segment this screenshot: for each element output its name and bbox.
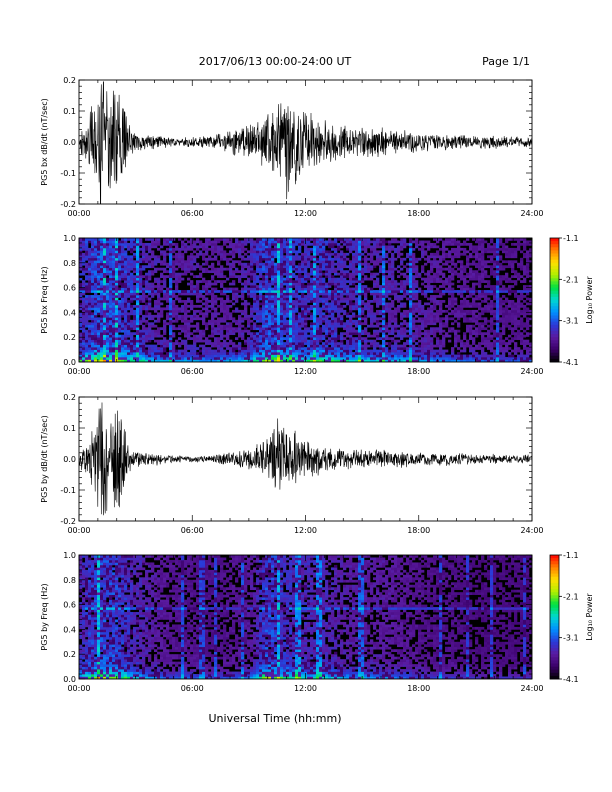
y-tick-label: 0.0 bbox=[63, 675, 76, 684]
y-tick-label: 0.2 bbox=[63, 76, 76, 85]
x-tick-label: 18:00 bbox=[407, 367, 430, 376]
x-tick-label: 18:00 bbox=[407, 684, 430, 693]
panel-3: 00:00 06:00 12:00 18:00 24:00 -0.2 -0.1 0.0 0.1 0… bbox=[40, 393, 544, 535]
x-axis-title: Universal Time (hh:mm) bbox=[209, 712, 342, 725]
x-tick-label: 06:00 bbox=[181, 209, 204, 218]
y-tick-label: 0.0 bbox=[63, 138, 76, 147]
y-tick-label: 0.1 bbox=[63, 107, 76, 116]
y-tick-label: 0.4 bbox=[63, 625, 76, 634]
y-tick-label: 0.2 bbox=[63, 650, 76, 659]
panel-2: -1.1 -2.1 -3.1 -4.1 Log₁₀ Power 00:00 06:00 12:… bbox=[40, 234, 594, 376]
colorbar-tick-label: -3.1 bbox=[563, 634, 579, 643]
y-tick-label: 1.0 bbox=[63, 234, 76, 243]
colorbar-tick-label: -4.1 bbox=[563, 358, 579, 367]
colorbar-tick-label: -3.1 bbox=[563, 317, 579, 326]
y-tick-label: 0.4 bbox=[63, 308, 76, 317]
y-tick-label: 0.8 bbox=[63, 576, 76, 585]
x-tick-label: 18:00 bbox=[407, 209, 430, 218]
y-tick-label: 0.2 bbox=[63, 333, 76, 342]
y-tick-label: -0.1 bbox=[60, 169, 76, 178]
x-tick-label: 24:00 bbox=[520, 526, 543, 535]
spectrogram bbox=[79, 238, 532, 362]
series-trace bbox=[79, 81, 532, 204]
y-tick-label: 1.0 bbox=[63, 551, 76, 560]
panels: 00:00 06:00 12:00 18:00 24:00 -0.2 -0.1 0.0 0.1 0… bbox=[40, 76, 594, 693]
y-axis-title: PG5 by Freq (Hz) bbox=[40, 583, 49, 650]
x-tick-label: 00:00 bbox=[67, 209, 90, 218]
y-axis-title: PG5 bx Freq (Hz) bbox=[40, 266, 49, 333]
colorbar: -1.1 -2.1 -3.1 -4.1 Log₁₀ Power bbox=[549, 234, 594, 367]
x-tick-label: 12:00 bbox=[294, 209, 317, 218]
spectrogram bbox=[79, 555, 532, 679]
page-number: Page 1/1 bbox=[482, 55, 530, 68]
y-tick-label: 0.2 bbox=[63, 393, 76, 402]
x-tick-label: 06:00 bbox=[181, 526, 204, 535]
y-tick-label: -0.2 bbox=[60, 517, 76, 526]
x-tick-label: 12:00 bbox=[294, 526, 317, 535]
x-tick-label: 06:00 bbox=[181, 684, 204, 693]
y-tick-label: 0.0 bbox=[63, 358, 76, 367]
y-axis-title: PG5 by dB/dt (nT/sec) bbox=[40, 415, 49, 502]
colorbar-tick-label: -1.1 bbox=[563, 551, 579, 560]
y-tick-label: -0.1 bbox=[60, 486, 76, 495]
colorbar-tick-label: -2.1 bbox=[563, 592, 579, 601]
colorbar-tick-label: -4.1 bbox=[563, 675, 579, 684]
x-tick-label: 18:00 bbox=[407, 526, 430, 535]
panel-1: 00:00 06:00 12:00 18:00 24:00 -0.2 -0.1 0.0 0.1 0… bbox=[40, 76, 544, 218]
x-tick-label: 24:00 bbox=[520, 367, 543, 376]
colorbar-tick-label: -2.1 bbox=[563, 275, 579, 284]
colorbar-tick-label: -1.1 bbox=[563, 234, 579, 243]
colorbar-frame bbox=[549, 237, 560, 363]
panel-4: -1.1 -2.1 -3.1 -4.1 Log₁₀ Power 00:00 06:00 12:… bbox=[40, 551, 594, 693]
x-tick-label: 00:00 bbox=[67, 684, 90, 693]
series-trace bbox=[79, 402, 532, 516]
y-tick-label: 0.0 bbox=[63, 455, 76, 464]
y-axis-title: PG5 bx dB/dt (nT/sec) bbox=[40, 98, 49, 185]
colorbar-frame bbox=[549, 554, 560, 680]
colorbar: -1.1 -2.1 -3.1 -4.1 Log₁₀ Power bbox=[549, 551, 594, 684]
y-tick-label: 0.8 bbox=[63, 259, 76, 268]
page-title: 2017/06/13 00:00-24:00 UT bbox=[199, 55, 352, 68]
x-tick-label: 12:00 bbox=[294, 684, 317, 693]
x-tick-label: 24:00 bbox=[520, 684, 543, 693]
x-tick-label: 24:00 bbox=[520, 209, 543, 218]
x-tick-label: 06:00 bbox=[181, 367, 204, 376]
colorbar-title: Log₁₀ Power bbox=[585, 593, 594, 641]
colorbar-title: Log₁₀ Power bbox=[585, 276, 594, 324]
x-tick-label: 00:00 bbox=[67, 367, 90, 376]
x-tick-label: 00:00 bbox=[67, 526, 90, 535]
y-tick-label: -0.2 bbox=[60, 200, 76, 209]
x-tick-label: 12:00 bbox=[294, 367, 317, 376]
y-tick-label: 0.6 bbox=[63, 601, 76, 610]
y-tick-label: 0.6 bbox=[63, 284, 76, 293]
y-tick-label: 0.1 bbox=[63, 424, 76, 433]
